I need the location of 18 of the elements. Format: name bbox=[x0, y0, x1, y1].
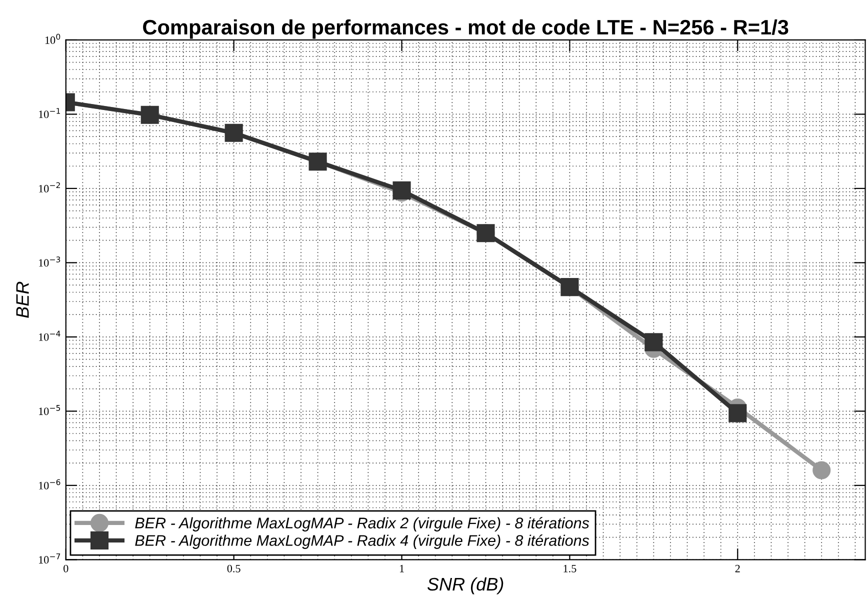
x-axis-title: SNR (dB) bbox=[427, 577, 504, 594]
y-tick-label: 10$^{−6}$ bbox=[39, 479, 60, 490]
y-tick-label: 10$^{−5}$ bbox=[39, 405, 60, 416]
x-tick-label: 2 bbox=[735, 564, 740, 572]
y-tick-label: 10$^{−1}$ bbox=[39, 108, 60, 118]
y-tick-label: 10$^{−3}$ bbox=[39, 256, 60, 267]
x-tick-label: 0 bbox=[64, 564, 68, 572]
y-axis-title: BER bbox=[16, 282, 29, 318]
chart-title: Comparaison de performances - mot de code LTE - N=256 - R=1/3 bbox=[143, 19, 788, 39]
y-tick-label: 10$^{0}$ bbox=[45, 34, 60, 44]
y-tick-label: 10$^{−2}$ bbox=[39, 182, 60, 192]
y-tick-label: 10$^{−7}$ bbox=[39, 554, 60, 564]
y-tick-label: 10$^{−4}$ bbox=[39, 330, 60, 341]
legend-label: BER - Algorithme MaxLogMAP - Radix 4 (virgule Fixe) - 8 itérations bbox=[135, 534, 590, 549]
x-tick-label: 1.5 bbox=[564, 564, 576, 572]
x-tick-label: 0.5 bbox=[227, 564, 240, 572]
x-tick-label: 1 bbox=[400, 564, 404, 572]
legend-label: BER - Algorithme MaxLogMAP - Radix 2 (virgule Fixe) - 8 itérations bbox=[135, 517, 590, 532]
